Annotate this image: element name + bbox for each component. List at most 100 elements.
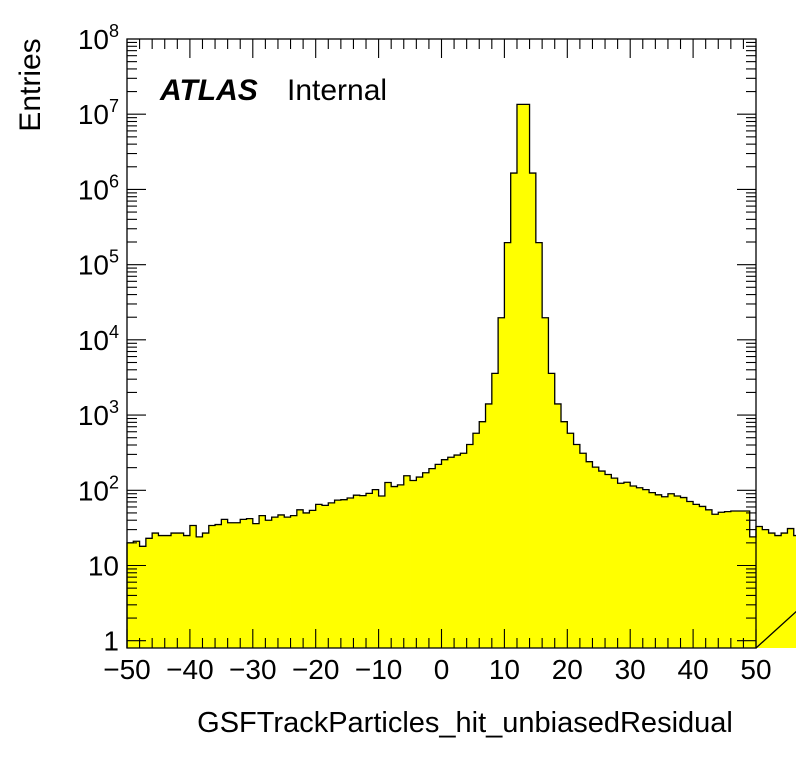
histogram-bin [466,444,474,648]
histogram-bin [535,242,543,649]
atlas-label-internal: Internal [287,74,387,107]
histogram-bin [296,509,304,648]
histogram-bin [756,526,763,648]
x-tick-label: −40 [166,654,214,685]
histogram-bin [774,535,782,648]
histogram-bin [265,520,273,648]
histogram-bin [359,495,367,648]
histogram-bin [321,505,329,648]
histogram-bin [447,457,455,648]
histogram-bin [768,533,776,648]
histogram-bin [460,453,468,648]
histogram-bin [158,535,166,648]
histogram-bin [661,496,669,648]
histogram-bin [410,480,417,648]
x-axis-label: GSFTrackParticles_hit_unbiasedResidual [197,707,733,739]
y-tick-label: 108 [78,21,119,55]
histogram-bin [271,517,279,648]
x-tick-label: 40 [678,654,709,685]
atlas-label: ATLAS Internal [159,74,387,107]
histogram-bin [579,453,587,648]
histogram-bin [793,535,796,648]
histogram-bin [139,546,147,648]
histogram-bin [145,538,153,648]
histogram-bin [215,524,222,648]
y-axis-label: Entries [14,38,47,131]
histogram-bin [277,514,285,648]
histogram-bin [693,504,700,648]
histogram-bin [221,519,229,648]
histogram-bin [623,482,631,648]
histogram-bin [422,472,430,648]
histogram-bin [567,433,574,648]
y-tick-label: 104 [78,322,119,356]
y-tick-label: 102 [78,472,119,506]
histogram-bin [491,373,499,648]
x-tick-label: −50 [103,654,151,685]
histogram-bin [171,533,178,648]
histogram-bin [718,512,725,648]
histogram-bin [592,467,600,648]
histogram-bin [208,525,216,648]
y-tick-label: 10 [88,550,119,581]
x-tick-label: 20 [552,654,583,685]
histogram-bin [315,504,323,648]
histogram-bin [667,493,675,648]
histogram-bin [749,536,757,648]
histogram-bin [259,515,266,648]
histogram-bin [586,461,593,648]
histogram-bars [126,103,796,649]
x-tick-label: −10 [355,654,403,685]
histogram-bin [674,495,681,648]
histogram-bin [353,495,361,648]
histogram-bin [617,483,625,648]
x-tick-label: 30 [615,654,646,685]
histogram-bin [498,317,505,648]
histogram-bin [781,533,788,648]
histogram-bin [516,104,524,649]
histogram-bin [542,317,549,648]
histogram-bin [340,499,348,648]
histogram-bin [711,514,719,648]
histogram-bin [523,104,530,649]
histogram-bin [309,510,317,648]
histogram-bin [416,477,424,648]
histogram-bin [699,506,707,648]
histogram-bin [642,489,650,648]
histogram-bin [561,421,568,648]
histogram-bin [189,525,197,648]
histogram-bin [529,173,537,648]
histogram-bin [403,475,411,648]
histogram-bin [366,493,373,648]
tick-labels: −50 −40 −30 −20 −10 0 10 20 30 40 50 1 10 102 103 104 10… [78,21,772,685]
histogram-bin [328,502,335,648]
y-tick-label: 105 [78,247,119,281]
histogram-bin [630,486,637,648]
y-tick-label: 107 [78,96,119,130]
histogram-bin [510,173,518,648]
histogram-bin [680,497,688,648]
y-tick-label: 106 [78,171,119,205]
histogram-bin [598,471,606,648]
histogram-bin [428,468,436,648]
histogram-bin [196,536,203,648]
histogram-bin [705,509,713,648]
histogram-bin [485,403,493,648]
histogram-bin [284,517,291,648]
histogram-bin [573,444,581,648]
histogram-bin [548,373,556,648]
histogram-bin [233,522,241,648]
histogram-bin [454,455,461,648]
histogram-bin [787,528,795,648]
histogram-bin [183,535,191,648]
histogram-bin [479,421,486,648]
atlas-label-bold: ATLAS [159,74,258,107]
histogram-bin [686,501,694,648]
histogram-bin [290,515,298,648]
histogram-bin [724,511,732,648]
histogram-bin [347,497,354,648]
x-tick-label: −30 [229,654,277,685]
histogram-bin [441,459,449,648]
histogram-bin [334,500,342,648]
